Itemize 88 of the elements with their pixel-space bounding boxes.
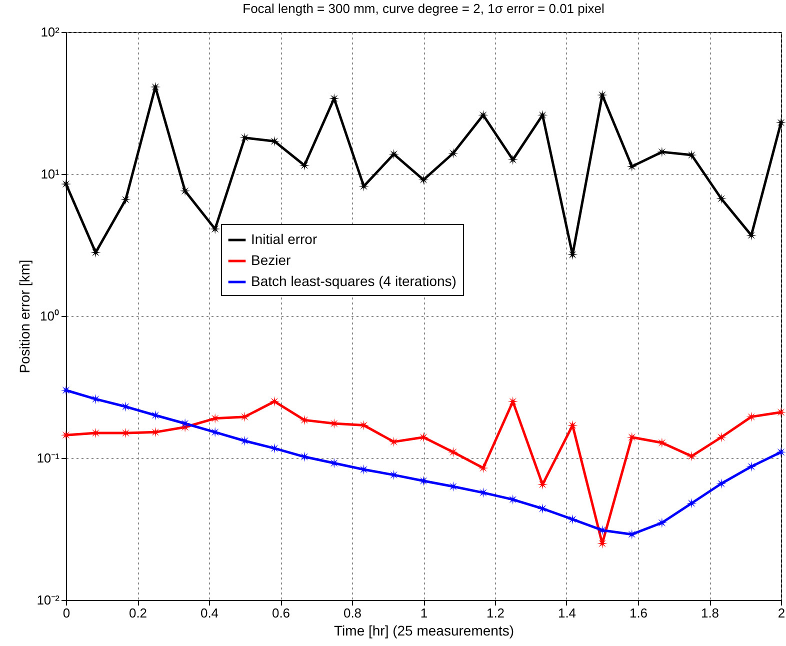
point <box>120 194 131 205</box>
point <box>269 443 280 454</box>
point <box>388 470 400 480</box>
point <box>746 230 757 241</box>
x-tick-label: 1.6 <box>629 606 648 620</box>
point <box>418 432 429 442</box>
point <box>180 186 190 196</box>
x-tick-label: 1.4 <box>558 606 576 620</box>
x-tick-label: 0.6 <box>272 606 290 620</box>
point <box>60 385 72 396</box>
y-tick-label: 10¹ <box>40 166 60 182</box>
x-tick-label: 1.8 <box>700 606 720 620</box>
x-tick-label: 1 <box>420 606 428 620</box>
point <box>90 247 101 258</box>
point <box>656 146 668 158</box>
legend-label: Bezier <box>251 252 292 268</box>
legend-label: Initial error <box>251 231 318 247</box>
point <box>269 396 280 407</box>
point <box>240 412 250 422</box>
point <box>388 148 400 160</box>
x-tick-label: 0.8 <box>343 606 362 620</box>
point <box>210 224 220 234</box>
y-tick-label: 10⁻¹ <box>36 450 60 466</box>
point <box>746 461 757 472</box>
point <box>537 503 548 514</box>
point <box>210 426 220 438</box>
point <box>597 538 608 549</box>
point <box>656 438 668 448</box>
point <box>150 82 161 92</box>
point <box>626 529 638 540</box>
point <box>537 479 548 490</box>
legend-label: Batch least-squares (4 iterations) <box>251 273 456 289</box>
x-tick-label: 2 <box>778 606 786 620</box>
chart-title: Focal length = 300 mm, curve degree = 2, 1σ error = 0.01 pixel <box>242 1 604 16</box>
point <box>240 436 250 446</box>
point <box>328 458 340 468</box>
point <box>716 432 727 442</box>
point <box>567 420 578 431</box>
point <box>478 487 488 498</box>
point <box>418 174 429 186</box>
point <box>776 407 786 418</box>
point <box>150 410 161 420</box>
point <box>567 514 578 525</box>
y-axis-title: Position error [km] <box>16 260 33 374</box>
x-tick-label: 1.2 <box>486 606 505 620</box>
point <box>358 420 370 431</box>
point <box>448 481 458 492</box>
point <box>210 413 220 424</box>
y-tick-label: 10⁰ <box>40 308 60 324</box>
point <box>776 446 786 458</box>
x-tick-label: 0.2 <box>128 606 148 620</box>
point <box>716 478 727 489</box>
y-tick-label: 10² <box>40 24 60 40</box>
point <box>448 148 458 158</box>
point <box>626 432 638 442</box>
point <box>299 160 310 171</box>
point <box>269 136 280 147</box>
point <box>448 446 458 458</box>
x-tick-label: 0 <box>62 606 70 620</box>
point <box>537 110 548 120</box>
point <box>776 117 786 128</box>
point <box>597 90 608 100</box>
x-axis-title: Time [hr] (25 measurements) <box>334 622 514 638</box>
point <box>626 161 638 172</box>
point <box>508 494 518 505</box>
point <box>597 524 608 536</box>
point <box>60 178 72 190</box>
y-tick-label: 10⁻² <box>36 592 60 608</box>
point <box>90 394 101 404</box>
point <box>60 430 72 440</box>
point <box>180 418 190 429</box>
x-tick-label: 0.4 <box>200 606 219 620</box>
point <box>508 154 518 165</box>
point <box>508 396 518 407</box>
point <box>240 132 250 143</box>
point <box>328 93 340 104</box>
point <box>120 401 131 412</box>
point <box>478 110 488 120</box>
point <box>478 462 488 474</box>
point <box>358 180 370 192</box>
point <box>686 498 697 509</box>
point <box>716 193 727 204</box>
point <box>299 452 310 462</box>
point <box>567 250 578 260</box>
point <box>299 414 310 426</box>
point <box>686 450 697 462</box>
point <box>656 518 668 528</box>
point <box>418 476 429 486</box>
